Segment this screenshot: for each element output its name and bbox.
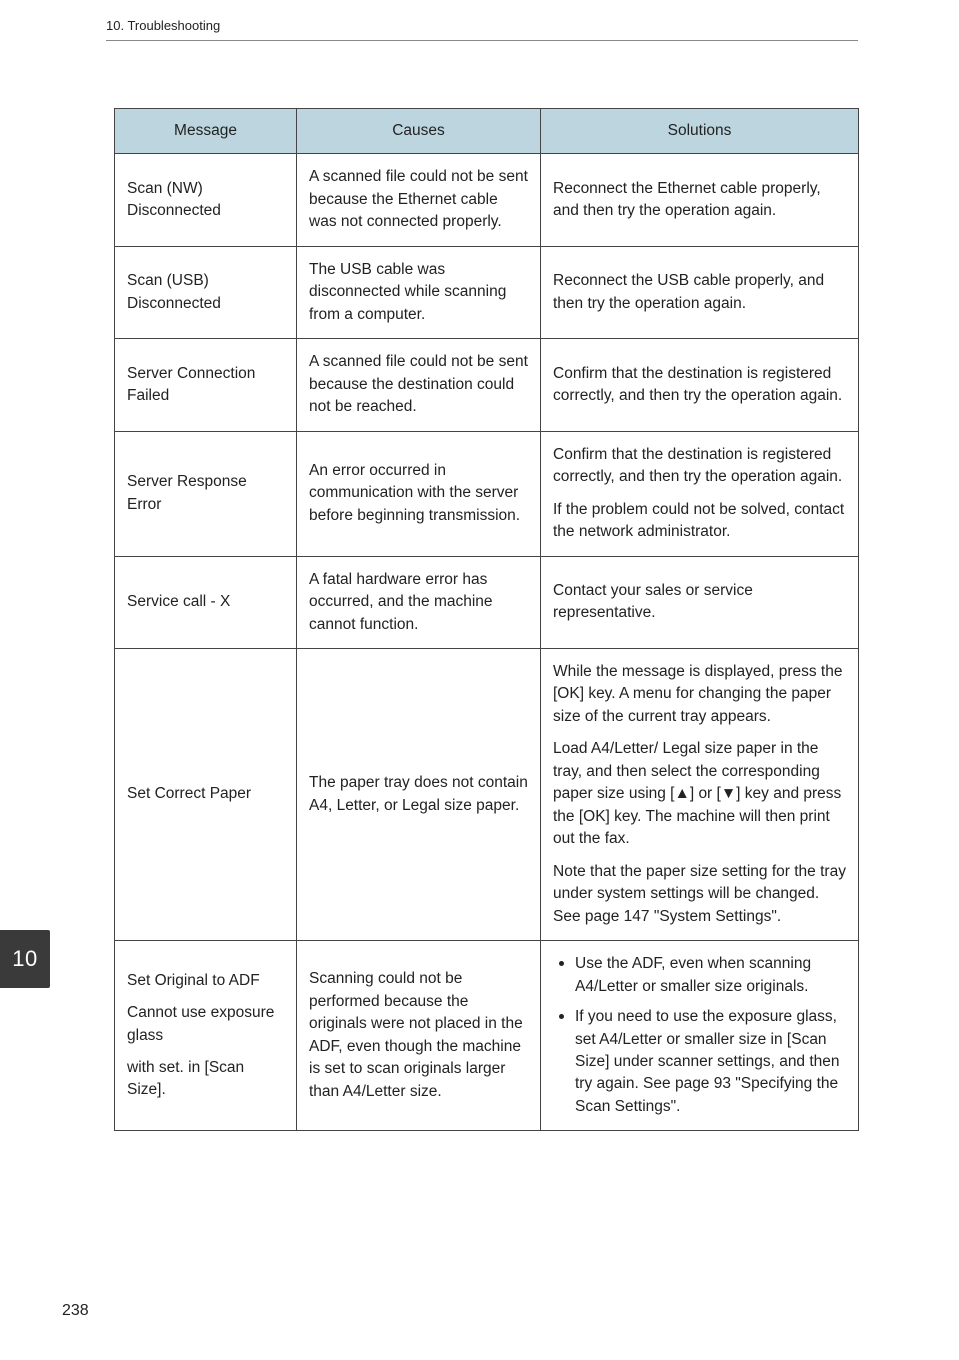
cell-causes: An error occurred in communication with … (297, 431, 541, 556)
bullet-item: If you need to use the exposure glass, s… (553, 1006, 846, 1118)
table-row: Set Correct Paper The paper tray does no… (115, 648, 859, 940)
table-row: Scan (USB) Disconnected The USB cable wa… (115, 246, 859, 338)
solution-text: While the message is displayed, press th… (553, 661, 846, 728)
troubleshooting-table: Message Causes Solutions Scan (NW) Disco… (114, 108, 859, 1131)
page: 10. Troubleshooting Message Causes Solut… (0, 0, 959, 1360)
cell-message: Scan (USB) Disconnected (115, 246, 297, 338)
bullet-text: Use the ADF, even when scanning A4/Lette… (575, 955, 811, 994)
solution-text: Note that the paper size setting for the… (553, 861, 846, 928)
table-row: Server Connection Failed A scanned file … (115, 339, 859, 431)
table-row: Server Response Error An error occurred … (115, 431, 859, 556)
solution-text: Confirm that the destination is register… (553, 363, 846, 408)
troubleshooting-table-wrap: Message Causes Solutions Scan (NW) Disco… (114, 108, 858, 1131)
cell-causes: A scanned file could not be sent because… (297, 339, 541, 431)
cell-solutions: Contact your sales or service representa… (541, 556, 859, 648)
col-header-message: Message (115, 109, 297, 154)
col-header-causes: Causes (297, 109, 541, 154)
cell-solutions: While the message is displayed, press th… (541, 648, 859, 940)
cell-message: Service call - X (115, 556, 297, 648)
solution-text: Reconnect the USB cable properly, and th… (553, 270, 846, 315)
bullet-dot-icon (559, 961, 564, 966)
cell-solutions: Confirm that the destination is register… (541, 431, 859, 556)
solution-text: If the problem could not be solved, cont… (553, 499, 846, 544)
cell-message: Set Correct Paper (115, 648, 297, 940)
solution-text: Confirm that the destination is register… (553, 444, 846, 489)
header-rule (106, 40, 858, 42)
running-header: 10. Troubleshooting (106, 18, 220, 33)
col-header-solutions: Solutions (541, 109, 859, 154)
table-row: Set Original to ADF Cannot use exposure … (115, 941, 859, 1131)
cell-message: Server Response Error (115, 431, 297, 556)
cell-causes: The paper tray does not contain A4, Lett… (297, 648, 541, 940)
solution-text: Reconnect the Ethernet cable properly, a… (553, 178, 846, 223)
solution-text: Load A4/Letter/ Legal size paper in the … (553, 738, 846, 850)
message-line: Set Original to ADF (127, 970, 284, 992)
solution-text: Contact your sales or service representa… (553, 580, 846, 625)
table-row: Scan (NW) Disconnected A scanned file co… (115, 154, 859, 246)
cell-solutions: Reconnect the USB cable properly, and th… (541, 246, 859, 338)
cell-solutions: Use the ADF, even when scanning A4/Lette… (541, 941, 859, 1131)
cell-causes: A scanned file could not be sent because… (297, 154, 541, 246)
table-row: Service call - X A fatal hardware error … (115, 556, 859, 648)
bullet-dot-icon (559, 1014, 564, 1019)
table-header-row: Message Causes Solutions (115, 109, 859, 154)
solution-bullets: Use the ADF, even when scanning A4/Lette… (553, 953, 846, 1118)
cell-message: Server Connection Failed (115, 339, 297, 431)
cell-message: Scan (NW) Disconnected (115, 154, 297, 246)
page-number: 238 (62, 1302, 89, 1320)
cell-solutions: Confirm that the destination is register… (541, 339, 859, 431)
cell-causes: The USB cable was disconnected while sca… (297, 246, 541, 338)
cell-solutions: Reconnect the Ethernet cable properly, a… (541, 154, 859, 246)
message-line: with set. in [Scan Size]. (127, 1057, 284, 1102)
message-line: Cannot use exposure glass (127, 1002, 284, 1047)
bullet-text: If you need to use the exposure glass, s… (575, 1008, 840, 1115)
chapter-tab: 10 (0, 930, 50, 988)
cell-causes: A fatal hardware error has occurred, and… (297, 556, 541, 648)
cell-causes: Scanning could not be performed because … (297, 941, 541, 1131)
cell-message: Set Original to ADF Cannot use exposure … (115, 941, 297, 1131)
bullet-item: Use the ADF, even when scanning A4/Lette… (553, 953, 846, 998)
